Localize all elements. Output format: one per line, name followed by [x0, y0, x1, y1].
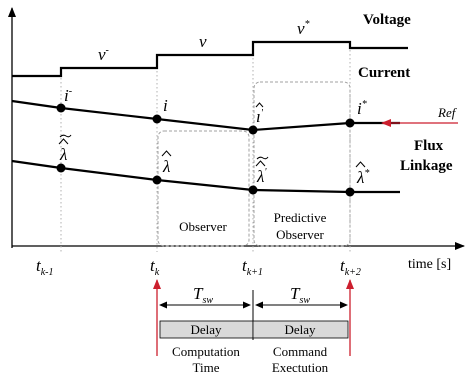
flux-point-tk+1 — [248, 185, 258, 195]
flux-waveform — [11, 159, 400, 194]
current-point-tk+2 — [345, 118, 355, 128]
current-label-estimated: ı' — [256, 107, 264, 126]
svg-text:λ': λ' — [256, 167, 267, 186]
svg-text:λ: λ — [59, 145, 67, 164]
command-caption-2: Exectution — [272, 360, 329, 375]
flux-row-label-2: Linkage — [400, 158, 453, 174]
flux-point-tk+2 — [345, 187, 355, 197]
flux-row-label-1: Flux — [414, 138, 444, 154]
time-axis-label: time [s] — [408, 257, 451, 272]
voltage-label-optimal: v* — [297, 19, 310, 38]
tsw-label-1: Tsw — [193, 284, 213, 306]
tsw-label-2: Tsw — [290, 284, 310, 306]
observer-box — [157, 130, 250, 247]
predictive-observer-box — [253, 81, 351, 247]
delay-block-2 — [252, 320, 349, 339]
predictive-observer-label-1: Predictive — [274, 210, 327, 225]
svg-text:λ*: λ* — [356, 168, 369, 187]
current-estimated-hat — [255, 102, 264, 108]
voltage-label-present: v — [199, 32, 207, 51]
observer-label: Observer — [179, 219, 227, 234]
delay-label-2: Delay — [284, 322, 316, 337]
current-point-tk-1 — [56, 103, 66, 113]
delay-label-1: Delay — [190, 322, 222, 337]
flux-point-tk-1 — [56, 163, 66, 173]
time-ticks: tk-1 tk tk+1 tk+2 — [36, 256, 361, 278]
current-point-tk+1 — [248, 125, 258, 135]
flux-label-reference: λ* — [355, 161, 369, 187]
command-caption-1: Command — [273, 344, 328, 359]
tick-label-tk+2: tk+2 — [340, 256, 361, 278]
flux-label-previous: λ — [58, 134, 72, 164]
predictive-observer-label-2: Observer — [276, 227, 324, 242]
voltage-row-label: Voltage — [363, 12, 411, 28]
current-point-tk — [152, 114, 162, 124]
tick-label-tk: tk — [150, 256, 160, 278]
ref-label: Ref — [437, 105, 458, 120]
current-label-previous: i- — [64, 86, 72, 105]
current-waveform — [11, 99, 400, 132]
flux-point-tk — [152, 175, 162, 185]
svg-text:λ: λ — [162, 157, 170, 176]
voltage-waveform — [12, 40, 408, 78]
current-row-label: Current — [358, 65, 410, 81]
tick-label-tk+1: tk+1 — [242, 256, 263, 278]
flux-label-estimated: λ' — [255, 156, 269, 186]
computation-caption-2: Time — [193, 360, 220, 375]
tick-label-tk-1: tk-1 — [36, 256, 54, 278]
computation-caption-1: Computation — [172, 344, 240, 359]
voltage-label-previous: v- — [98, 45, 109, 64]
current-label-reference: i* — [357, 99, 367, 118]
current-label-present: i — [163, 96, 168, 115]
flux-label-present: λ — [161, 150, 172, 176]
